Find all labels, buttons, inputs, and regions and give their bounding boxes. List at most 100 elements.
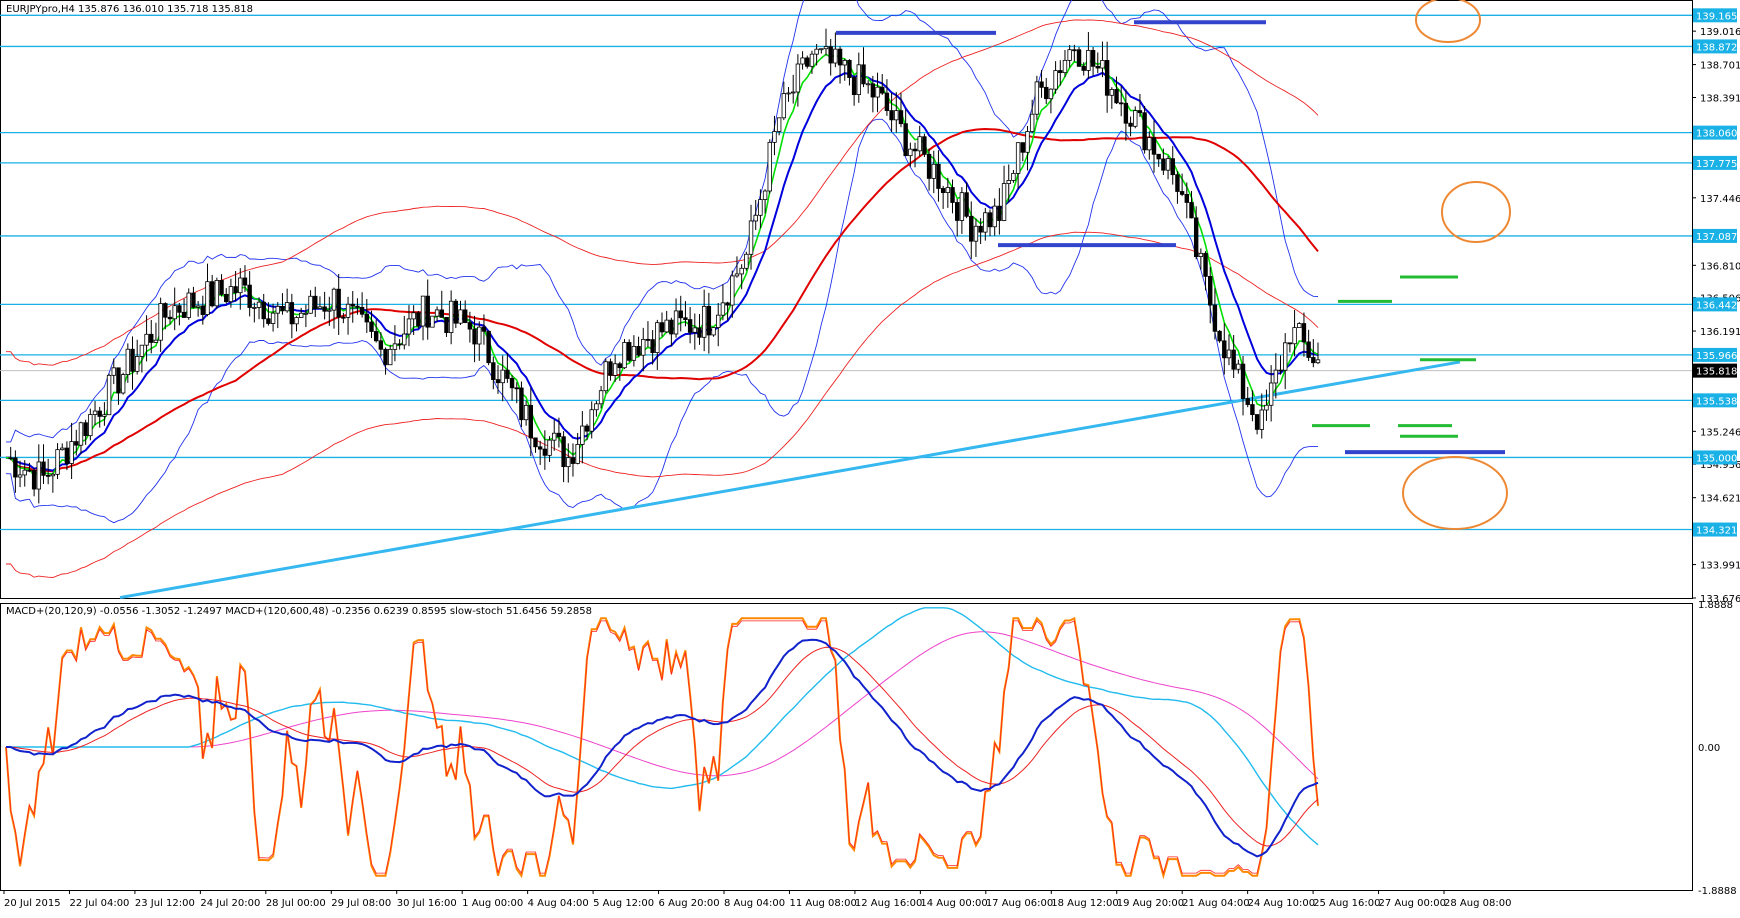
bull-candle [205, 281, 210, 315]
bull-candle [992, 205, 997, 228]
bear-candle [627, 342, 632, 361]
bull-candle [776, 117, 782, 132]
bull-candle [448, 300, 454, 333]
bear-candle [1170, 158, 1175, 176]
bear-candle [383, 348, 388, 366]
price-tick-label: 139.016 [1700, 27, 1740, 38]
indicator-tick-label: -1.8888 [1698, 886, 1737, 897]
bear-candle [903, 123, 908, 157]
main-panel-border [0, 0, 1693, 599]
bear-candle [116, 367, 121, 394]
bear-candle [659, 322, 665, 333]
bull-candle [477, 326, 482, 345]
bear-candle [645, 338, 651, 341]
bear-candle [683, 317, 688, 320]
price-axis: 139.016138.701138.391137.446136.810136.5… [1692, 8, 1740, 605]
bull-candle [594, 403, 599, 411]
bull-candle [945, 187, 951, 194]
bear-candle [247, 284, 252, 308]
bear-candle [570, 457, 576, 464]
indicator-tick-label: 0.00 [1698, 743, 1720, 754]
bear-candle [926, 153, 932, 179]
bull-candle [92, 410, 98, 415]
bull-candle [256, 301, 262, 308]
bear-candle [1123, 102, 1129, 124]
bull-candle [88, 414, 93, 437]
bull-candle [1236, 363, 1241, 370]
main-title: EURJPYpro,H4 135.876 136.010 135.718 135… [6, 4, 253, 15]
bear-candle [472, 328, 477, 345]
bull-candle [795, 63, 801, 93]
bear-candle [163, 303, 168, 318]
level-label: 135.966 [1696, 351, 1737, 362]
time-tick-label: 28 Jul 00:00 [266, 898, 326, 909]
time-axis: 20 Jul 2015 22 Jul 04:00 23 Jul 12:00 24 Ju… [3, 890, 1511, 909]
bear-candle [687, 319, 693, 333]
bull-candle [1273, 369, 1279, 384]
time-tick-label: 4 Aug 04:00 [528, 898, 589, 909]
level-label-box [1693, 522, 1737, 537]
bear-candle [1240, 363, 1246, 399]
price-tick-label: 136.191 [1700, 327, 1740, 338]
bull-candle [392, 343, 398, 350]
bear-candle [64, 447, 70, 464]
bear-candle [1306, 341, 1311, 358]
bear-candle [1081, 65, 1086, 71]
bear-candle [355, 305, 360, 308]
time-tick-label: 24 Jul 20:00 [200, 898, 260, 909]
bull-candle [406, 318, 412, 335]
bear-candle [1119, 102, 1124, 105]
bear-candle [191, 292, 196, 308]
bull-candle [345, 303, 351, 318]
level-label: 135.000 [1696, 453, 1737, 464]
bollinger-lower [5, 118, 1318, 524]
bear-candle [167, 316, 173, 320]
bear-candle [1231, 349, 1236, 370]
bull-candle [1034, 81, 1040, 115]
bear-candle [617, 363, 623, 369]
bear-candle [1151, 137, 1157, 155]
level-label: 137.775 [1696, 159, 1737, 170]
time-tick-label: 19 Aug 20:00 [1117, 898, 1184, 909]
bull-candle [875, 86, 880, 98]
bear-candle [697, 327, 702, 338]
level-label: 139.165 [1696, 11, 1737, 22]
bear-candle [481, 326, 487, 332]
bull-candle [791, 91, 796, 94]
bear-candle [912, 148, 918, 152]
bull-candle [523, 404, 529, 421]
price-tick-label: 135.246 [1700, 427, 1740, 438]
annotation-markers [836, 0, 1511, 530]
bear-candle [453, 300, 459, 324]
bear-candle [495, 379, 501, 384]
bollinger-upper [6, 0, 1319, 443]
bull-candle [1165, 158, 1171, 171]
bear-candle [359, 306, 365, 315]
bear-candle [462, 309, 468, 323]
bull-candle [78, 422, 84, 446]
bull-candle [842, 60, 847, 66]
level-label-box [1693, 450, 1737, 465]
level-label-box [1693, 8, 1737, 23]
bull-candle [701, 305, 707, 338]
bear-candle [74, 441, 79, 446]
bear-candle [725, 302, 730, 306]
bear-candle [219, 280, 224, 295]
bear-candle [1193, 217, 1199, 257]
time-tick-label: 17 Aug 06:00 [986, 898, 1053, 909]
bear-candle [1058, 70, 1063, 74]
bull-candle [716, 314, 721, 328]
bull-candle [641, 338, 646, 356]
bull-candle [22, 469, 27, 476]
bear-candle [439, 309, 444, 318]
bull-candle [1315, 359, 1321, 364]
indicator-tick-label: 1.8888 [1698, 600, 1733, 611]
bear-candle [1217, 330, 1222, 342]
bull-candle [664, 319, 669, 333]
bear-candle [1287, 342, 1293, 345]
bear-candle [31, 470, 37, 490]
bull-candle [60, 447, 65, 451]
bear-candle [1208, 275, 1213, 306]
bull-candle [214, 280, 220, 307]
bear-candle [542, 448, 548, 456]
